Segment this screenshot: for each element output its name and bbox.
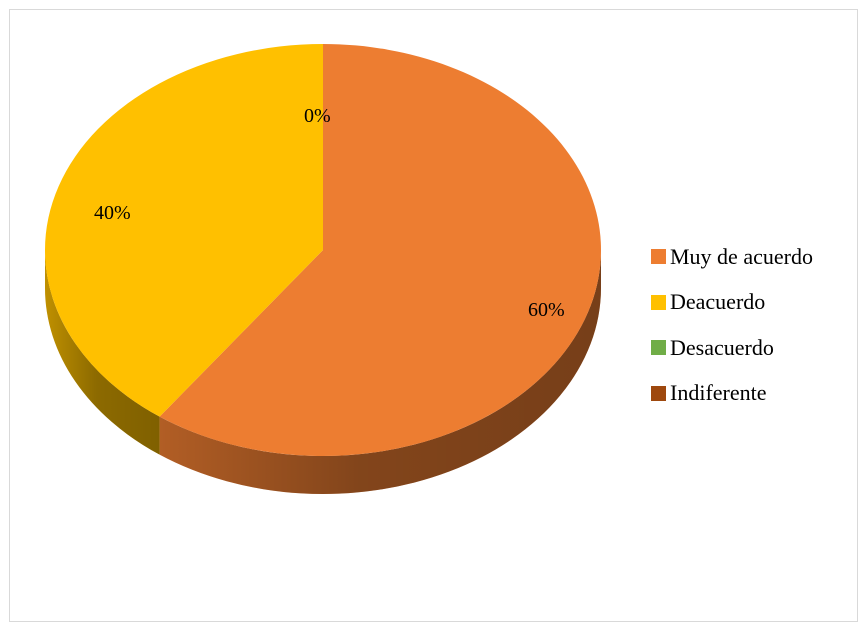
pie-slice-deacuerdo (44, 44, 323, 417)
legend-swatch (651, 385, 666, 401)
data-label-deacuerdo: 40% (94, 202, 131, 224)
data-label-layer: 60% 40% 0% (94, 105, 565, 321)
legend-label: Muy de acuerdo (670, 243, 813, 269)
legend-label: Deacuerdo (670, 289, 766, 315)
pie-top-layer (44, 44, 601, 456)
legend-label: Desacuerdo (670, 334, 774, 360)
legend-item-muy-de-acuerdo: Muy de acuerdo (651, 234, 813, 280)
legend-swatch (651, 294, 666, 310)
legend-swatch (651, 340, 666, 356)
legend: Muy de acuerdo Deacuerdo Desacuerdo Indi… (651, 234, 813, 416)
pie-slice-muy-de-acuerdo (159, 44, 601, 456)
legend-label: Indiferente (670, 380, 767, 406)
data-label-muy-de-acuerdo: 60% (528, 299, 565, 321)
pie-side-shade-deacuerdo (44, 250, 160, 455)
pie-side-shade-muy-de-acuerdo (159, 250, 601, 495)
legend-item-desacuerdo: Desacuerdo (651, 325, 813, 371)
legend-swatch (651, 249, 666, 265)
data-label-desacuerdo: 0% (304, 105, 331, 127)
pie-side-layer (44, 250, 601, 495)
legend-item-deacuerdo: Deacuerdo (651, 280, 813, 326)
legend-item-indiferente: Indiferente (651, 371, 813, 417)
